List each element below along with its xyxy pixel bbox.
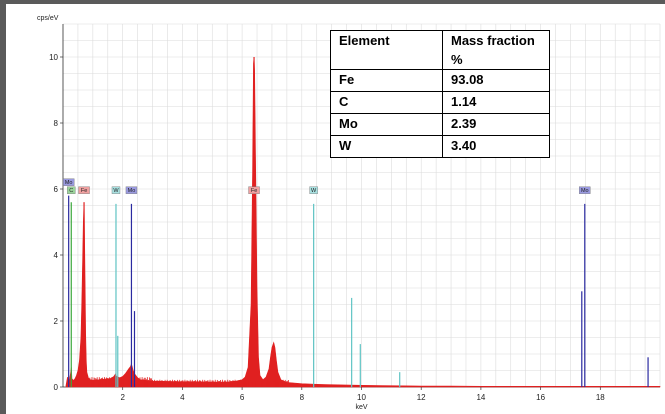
y-axis-label: cps/eV bbox=[37, 15, 59, 22]
element-tag-text: Fe bbox=[251, 188, 257, 194]
element-tag-text: Mo bbox=[65, 180, 73, 186]
element-tag-text: Mo bbox=[581, 188, 589, 194]
header-element: Element bbox=[330, 30, 443, 70]
x-tick-label: 14 bbox=[476, 393, 485, 402]
element-tags: Mo C Fe W Mo Fe W Mo bbox=[62, 178, 591, 194]
element-tag-box bbox=[579, 186, 591, 194]
x-tick-label: 12 bbox=[417, 393, 426, 402]
left-border bbox=[0, 0, 6, 414]
table-row: Fe 93.08 bbox=[330, 69, 550, 92]
element-tag-text: C bbox=[69, 188, 73, 194]
y-tick-label: 10 bbox=[49, 53, 58, 62]
element-tag-text: Fe bbox=[81, 188, 87, 194]
element-tag-w: W bbox=[111, 186, 121, 194]
table-row: W 3.40 bbox=[330, 135, 550, 158]
table-cell-value: 93.08 bbox=[442, 69, 550, 92]
element-tag-box bbox=[67, 186, 76, 194]
element-tag-c: C bbox=[67, 186, 76, 194]
y-tick-label: 8 bbox=[54, 119, 59, 128]
spectrum-series-fill bbox=[65, 56, 661, 388]
element-lines bbox=[68, 57, 649, 387]
x-tick-label: 16 bbox=[536, 393, 545, 402]
x-tick-label: 8 bbox=[300, 393, 305, 402]
y-tick-label: 4 bbox=[54, 251, 59, 260]
table-cell-element: W bbox=[330, 135, 443, 158]
y-tick-label: 2 bbox=[54, 317, 59, 326]
element-tag-text: W bbox=[311, 188, 317, 194]
x-tick-label: 18 bbox=[596, 393, 605, 402]
table-cell-element: Fe bbox=[330, 69, 443, 92]
mass-fraction-table: Element Mass fraction % Fe 93.08 C 1.14 … bbox=[330, 30, 550, 158]
table-cell-value: 2.39 bbox=[442, 113, 550, 136]
grid-lines bbox=[62, 23, 661, 388]
element-tag-fe: Fe bbox=[248, 186, 260, 194]
element-tag-box bbox=[78, 186, 90, 194]
x-tick-label: 4 bbox=[180, 393, 185, 402]
x-tick-label: 2 bbox=[120, 393, 125, 402]
element-tag-box bbox=[111, 186, 121, 194]
table-cell-value: 1.14 bbox=[442, 91, 550, 114]
spectrum-noise bbox=[89, 377, 290, 387]
element-tag-box bbox=[62, 178, 75, 186]
table-cell-value: 3.40 bbox=[442, 135, 550, 158]
element-tag-box bbox=[125, 186, 138, 194]
table-header-row: Element Mass fraction % bbox=[330, 30, 550, 70]
element-tag-text: W bbox=[113, 188, 119, 194]
element-tag-box bbox=[309, 186, 318, 194]
table-row: Mo 2.39 bbox=[330, 113, 550, 136]
table-cell-element: C bbox=[330, 91, 443, 114]
element-tag-text: Mo bbox=[128, 188, 136, 194]
element-tag-fe: Fe bbox=[78, 186, 90, 194]
x-axis-label: keV bbox=[355, 404, 367, 411]
element-tag-mo: Mo bbox=[125, 186, 138, 194]
element-tag-box bbox=[248, 186, 260, 194]
element-tag-mo: Mo bbox=[62, 178, 75, 186]
x-tick-label: 10 bbox=[357, 393, 366, 402]
top-border bbox=[0, 0, 665, 4]
header-mass-fraction: Mass fraction % bbox=[442, 30, 550, 70]
element-tag-w: W bbox=[309, 186, 318, 194]
y-tick-label: 0 bbox=[54, 383, 59, 392]
x-tick-label: 6 bbox=[240, 393, 245, 402]
table-row: C 1.14 bbox=[330, 91, 550, 114]
y-tick-label: 6 bbox=[54, 185, 59, 194]
element-tag-mo: Mo bbox=[579, 186, 591, 194]
table-cell-element: Mo bbox=[330, 113, 443, 136]
